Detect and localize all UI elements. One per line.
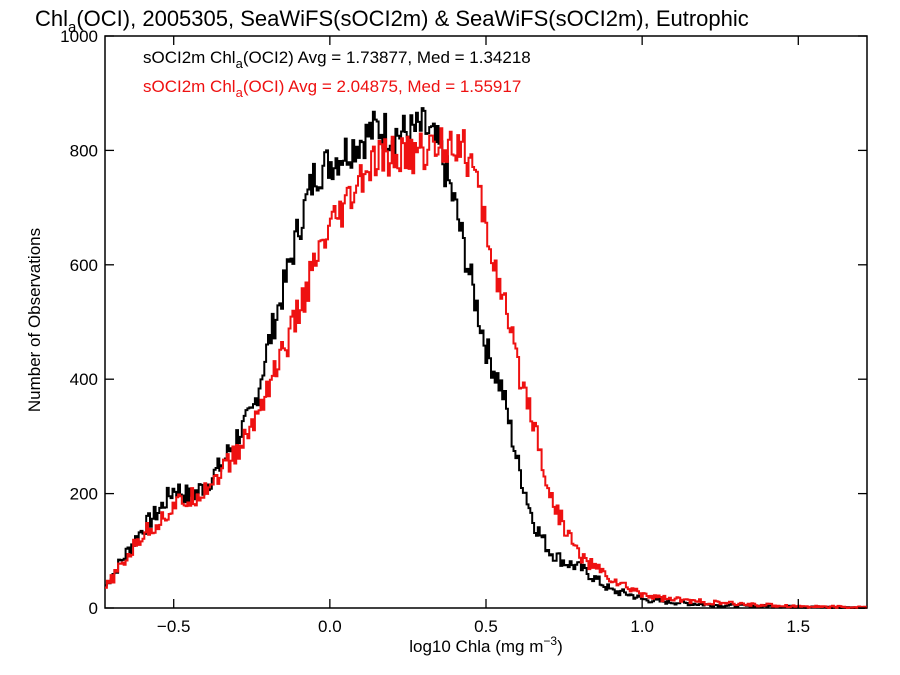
y-tick-label: 1000 <box>60 27 98 46</box>
legend-entry-black: sOCI2m Chla(OCI2) Avg = 1.73877, Med = 1… <box>143 48 531 71</box>
x-axis-label: log10 Chla (mg m−3) <box>409 634 563 656</box>
y-tick-label: 400 <box>70 370 98 389</box>
legend-entry-red: sOCI2m Chla(OCI) Avg = 2.04875, Med = 1.… <box>143 77 521 100</box>
x-tick-label: 1.5 <box>786 617 810 636</box>
y-tick-label: 200 <box>70 485 98 504</box>
plot-frame <box>104 35 868 609</box>
y-tick-label: 0 <box>89 599 98 618</box>
x-tick-label: 0.0 <box>318 617 342 636</box>
y-tick-label: 600 <box>70 256 98 275</box>
series-line-0 <box>105 107 867 609</box>
x-tick-label: 1.0 <box>630 617 654 636</box>
chart-title: Chla(OCI), 2005305, SeaWiFS(sOCI2m) & Se… <box>35 6 749 36</box>
tick-layer: −0.5 0.0 0.5 1.0 1.5 0 200 400 600 800 1000 <box>60 27 867 636</box>
y-axis-label: Number of Observations <box>25 228 44 412</box>
series-line-1 <box>105 127 867 609</box>
series-layer <box>105 107 867 609</box>
x-tick-label: 0.5 <box>474 617 498 636</box>
x-tick-label: −0.5 <box>157 617 191 636</box>
y-tick-label: 800 <box>70 141 98 160</box>
